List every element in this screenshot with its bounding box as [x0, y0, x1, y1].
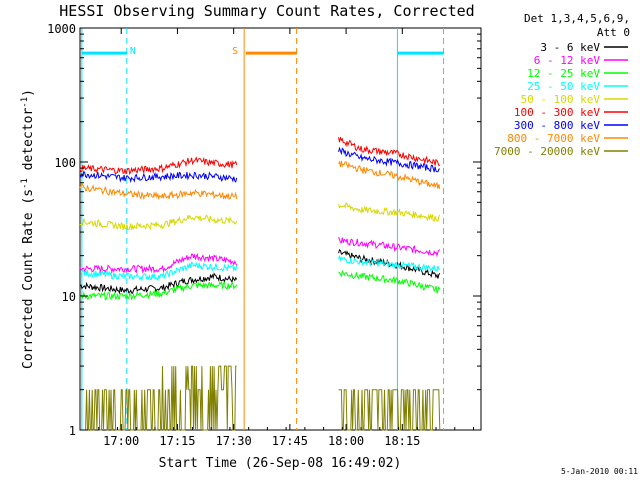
- y-axis-label: Corrected Count Rate (s-1 detector-1): [20, 89, 36, 369]
- x-tick-label: 17:45: [272, 434, 308, 448]
- series-line: [79, 214, 238, 231]
- legend-entry: 100 - 300 keV: [514, 106, 600, 119]
- series-line: [338, 202, 441, 222]
- y-axis-label-part: ): [21, 89, 36, 97]
- legend-entry: 50 - 100 keV: [521, 93, 601, 106]
- x-tick-label: 17:30: [216, 434, 252, 448]
- x-tick-label: 18:00: [328, 434, 364, 448]
- series-line: [338, 269, 441, 294]
- flag-label: N: [130, 46, 136, 57]
- chart-title: HESSI Observing Summary Count Rates, Cor…: [59, 2, 474, 20]
- legend-entry: 6 - 12 keV: [534, 54, 601, 67]
- x-axis-label: Start Time (26-Sep-08 16:49:02): [159, 456, 402, 471]
- series-line: [79, 170, 238, 184]
- series-line: [338, 136, 440, 167]
- y-axis-label-part: -1: [20, 97, 30, 108]
- legend-entry: 300 - 800 keV: [514, 119, 600, 132]
- series-line: [338, 146, 441, 173]
- series-line: [338, 255, 440, 272]
- series-line: [79, 281, 238, 301]
- legend-header: Att 0: [597, 26, 630, 39]
- series-line: [338, 249, 441, 279]
- x-tick-label: 17:15: [159, 434, 195, 448]
- legend-entry: 25 - 50 keV: [527, 80, 600, 93]
- plot-frame: [79, 27, 482, 431]
- y-axis-label-part: detector: [21, 108, 36, 179]
- series-line: [338, 236, 441, 258]
- footer-date: 5-Jan-2010 00:11: [561, 467, 638, 476]
- series-line: [80, 365, 237, 431]
- legend-entry: 7000 - 20000 keV: [494, 145, 600, 158]
- series-line: [79, 183, 238, 201]
- y-axis-label-part: -1: [20, 178, 30, 189]
- series-line: [79, 261, 238, 282]
- legend-header: Det 1,3,4,5,6,9,: [524, 12, 630, 25]
- y-tick-label: 1000: [47, 22, 76, 36]
- legend-entry: 800 - 7000 keV: [507, 132, 600, 145]
- tick-layer: 17:00 17:15 17:30 17:45 18:00 18:15 1 10 100 1000: [47, 22, 481, 448]
- series-line: [338, 389, 441, 431]
- legend-entry: 12 - 25 keV: [527, 67, 600, 80]
- legend-entry: 3 - 6 keV: [540, 41, 600, 54]
- y-tick-label: 100: [54, 156, 76, 170]
- y-axis-label-part: Corrected Count Rate (s: [21, 189, 36, 369]
- y-tick-label: 1: [69, 424, 76, 438]
- y-tick-label: 10: [62, 290, 76, 304]
- series-line: [79, 156, 238, 176]
- series-line: [338, 160, 441, 189]
- x-tick-label: 17:00: [103, 434, 139, 448]
- x-tick-label: 18:15: [384, 434, 420, 448]
- flag-label: S: [232, 46, 238, 57]
- series-layer: [79, 136, 441, 431]
- series-line: [79, 252, 238, 274]
- series-line: [79, 272, 238, 295]
